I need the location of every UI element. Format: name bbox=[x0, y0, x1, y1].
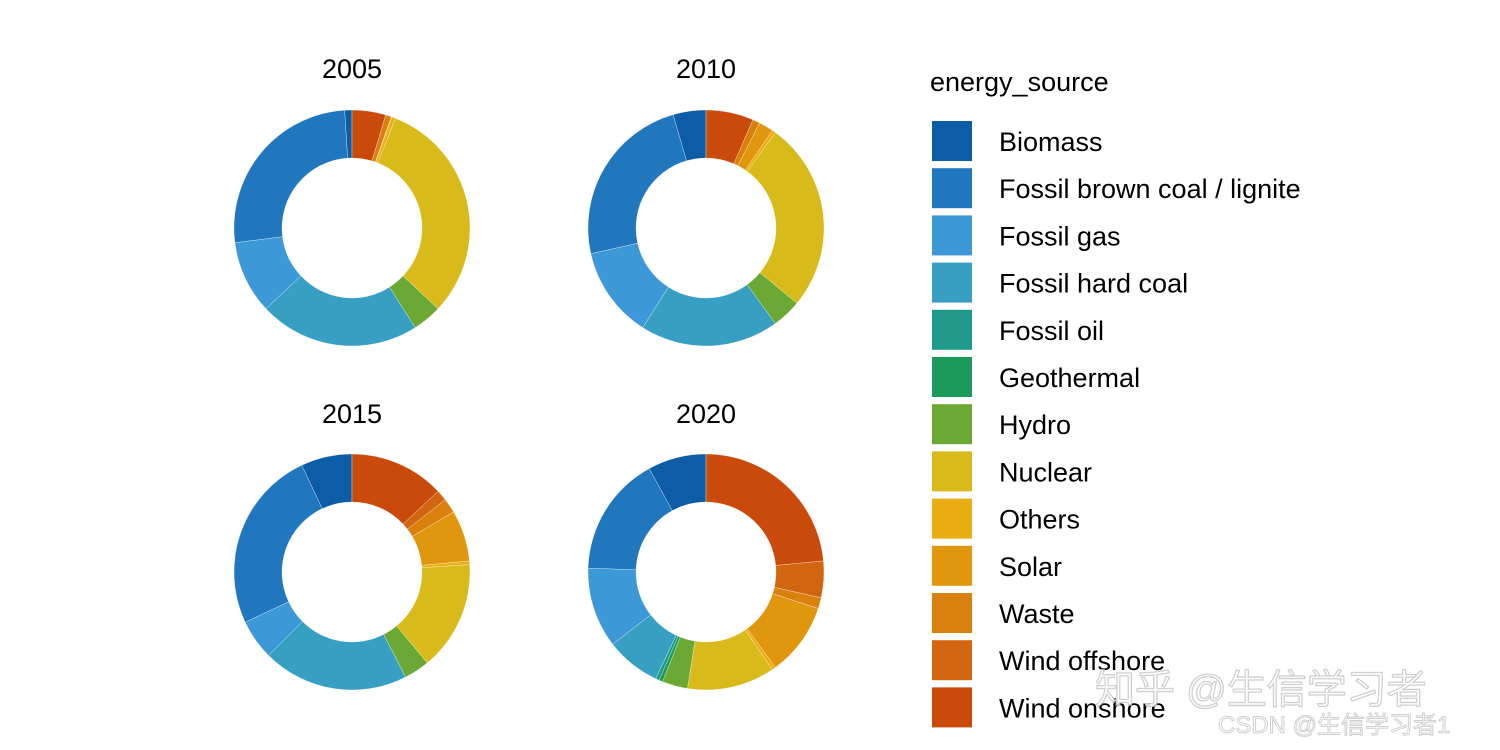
slice-geothermal bbox=[658, 636, 681, 682]
legend-key bbox=[932, 404, 972, 445]
slice-fossil-brown-coal-lignite bbox=[233, 110, 348, 243]
panel-title: 2015 bbox=[322, 399, 382, 429]
legend-label: Wind onshore bbox=[999, 693, 1166, 723]
slice-solar bbox=[737, 122, 773, 171]
legend-label: Fossil brown coal / lignite bbox=[999, 174, 1301, 204]
watermark-main: 知乎 @生信学习者 bbox=[1095, 668, 1427, 712]
slice-solar bbox=[746, 593, 819, 668]
slice-others bbox=[375, 116, 396, 164]
slice-others bbox=[745, 628, 776, 670]
donut-panel-2015: 2015 bbox=[233, 399, 471, 691]
slice-fossil-gas bbox=[587, 568, 651, 645]
legend-key bbox=[932, 640, 972, 681]
watermark: 知乎 @生信学习者 CSDN @生信学习者1 bbox=[1094, 667, 1451, 739]
legend-key bbox=[932, 215, 972, 256]
legend-label: Wind offshore bbox=[999, 646, 1165, 676]
slice-waste bbox=[772, 587, 822, 609]
watermark-sub: CSDN @生信学习者1 bbox=[1218, 712, 1450, 739]
slice-nuclear bbox=[396, 564, 471, 664]
legend-label: Waste bbox=[999, 599, 1075, 629]
slice-hydro bbox=[662, 636, 696, 689]
slice-hydro bbox=[746, 272, 798, 324]
slice-others bbox=[745, 130, 776, 172]
slice-wind-onshore bbox=[351, 109, 386, 162]
legend: energy_source Biomass Fossil brown coal /… bbox=[930, 67, 1301, 728]
slice-fossil-hard-coal bbox=[612, 614, 677, 679]
panel-title: 2010 bbox=[676, 54, 736, 84]
legend-key bbox=[932, 121, 972, 161]
panels-layer: 2005 2010 2015 2020 bbox=[233, 54, 825, 691]
slice-others bbox=[421, 560, 470, 568]
legend-label: Biomass bbox=[999, 127, 1103, 157]
slice-nuclear bbox=[687, 629, 773, 691]
legend-key bbox=[932, 262, 972, 303]
slice-wind-offshore bbox=[774, 560, 825, 598]
slice-waste bbox=[733, 119, 760, 166]
slice-fossil-gas bbox=[245, 601, 303, 656]
legend-label: Geothermal bbox=[999, 363, 1140, 393]
legend-label: Fossil oil bbox=[999, 316, 1104, 346]
legend-label: Hydro bbox=[999, 410, 1071, 440]
slice-waste bbox=[407, 499, 454, 537]
legend-label: Others bbox=[999, 505, 1080, 535]
legend-key bbox=[932, 451, 972, 492]
slice-fossil-brown-coal-lignite bbox=[587, 114, 687, 254]
donut-panel-2010: 2010 bbox=[587, 54, 825, 347]
legend-label: Solar bbox=[999, 552, 1062, 582]
donut-panel-2020: 2020 bbox=[587, 399, 825, 691]
slice-nuclear bbox=[377, 118, 471, 309]
legend-key bbox=[932, 593, 972, 633]
slice-fossil-brown-coal-lignite bbox=[233, 465, 323, 623]
legend-key bbox=[932, 498, 972, 539]
slice-fossil-brown-coal-lignite bbox=[587, 468, 673, 570]
slice-fossil-gas bbox=[234, 236, 302, 309]
slice-waste bbox=[371, 114, 392, 163]
legend-label: Fossil hard coal bbox=[999, 269, 1188, 299]
legend-key bbox=[932, 545, 972, 586]
slice-fossil-oil bbox=[655, 635, 679, 681]
slice-solar bbox=[412, 511, 470, 566]
legend-key bbox=[932, 687, 972, 728]
panel-title: 2005 bbox=[322, 54, 382, 84]
slice-wind-onshore bbox=[705, 453, 824, 566]
donut-panel-2005: 2005 bbox=[233, 54, 471, 347]
slice-hydro bbox=[389, 275, 439, 328]
slice-fossil-hard-coal bbox=[268, 621, 406, 691]
legend-label: Fossil gas bbox=[999, 221, 1121, 251]
legend-title: energy_source bbox=[930, 67, 1109, 97]
legend-label: Nuclear bbox=[999, 457, 1092, 487]
slice-wind-onshore bbox=[705, 109, 754, 164]
slice-wind-onshore bbox=[351, 453, 439, 525]
legend-key bbox=[932, 309, 972, 350]
legend-key bbox=[932, 357, 972, 397]
slice-hydro bbox=[383, 625, 428, 678]
slice-fossil-hard-coal bbox=[642, 284, 776, 347]
slice-wind-offshore bbox=[402, 491, 446, 530]
legend-key bbox=[932, 168, 972, 209]
panel-title: 2020 bbox=[676, 399, 736, 429]
slice-nuclear bbox=[746, 132, 825, 304]
